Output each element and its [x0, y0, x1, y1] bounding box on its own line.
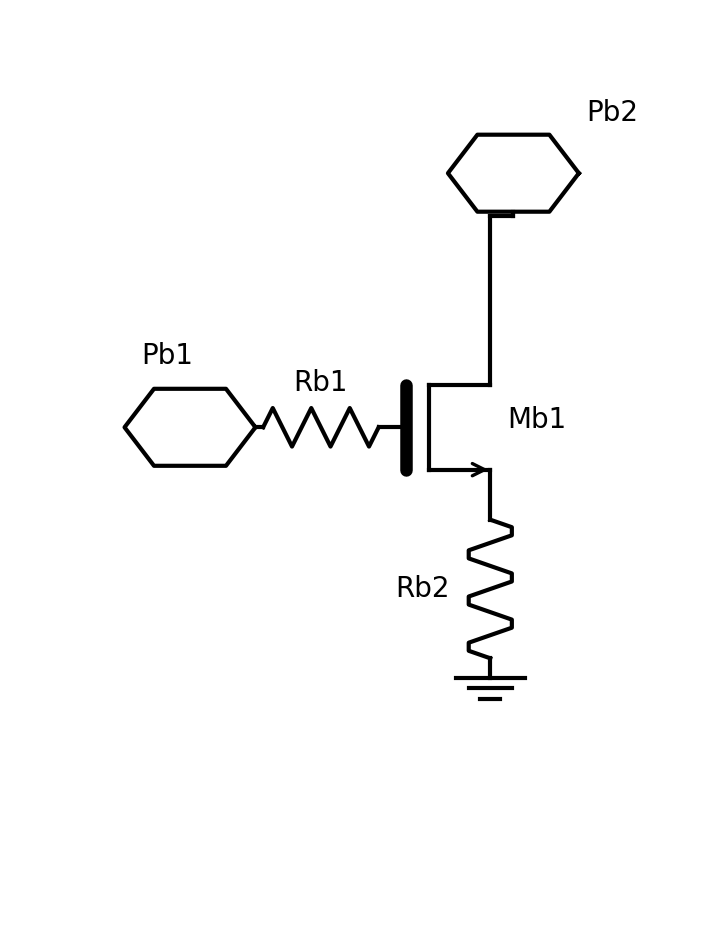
Text: Pb1: Pb1: [141, 341, 193, 369]
Text: Mb1: Mb1: [507, 405, 567, 433]
Text: Rb2: Rb2: [396, 575, 450, 603]
Text: Pb2: Pb2: [587, 99, 639, 127]
Text: Rb1: Rb1: [294, 368, 348, 396]
